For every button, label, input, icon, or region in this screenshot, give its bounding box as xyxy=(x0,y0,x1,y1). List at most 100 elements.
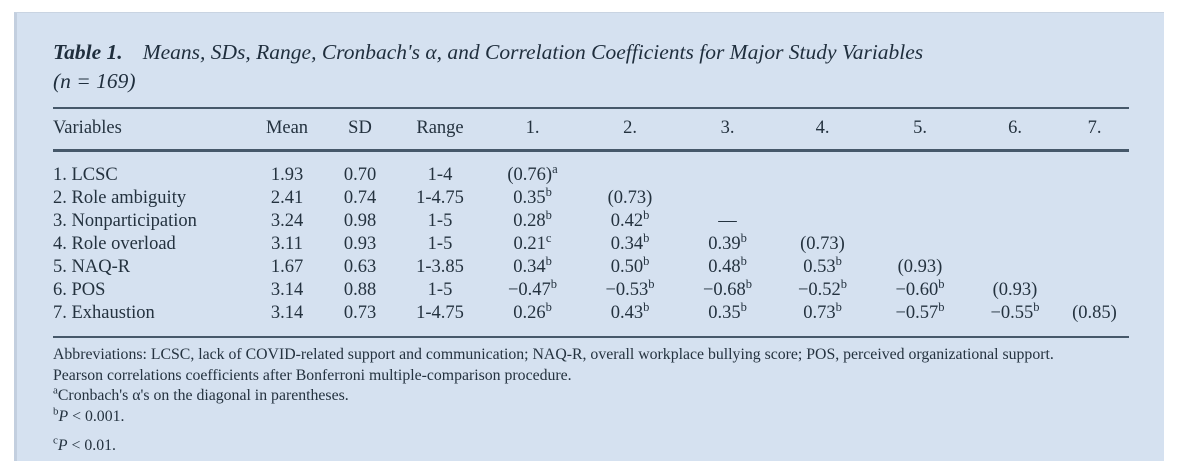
value-cell xyxy=(1060,151,1129,188)
table-content: Table 1. Means, SDs, Range, Cronbach's α,… xyxy=(53,13,1129,457)
footnote-line: aCronbach's α's on the diagonal in paren… xyxy=(53,384,349,404)
column-header-3: 3. xyxy=(680,108,775,152)
value-cell xyxy=(1060,256,1129,279)
value-cell xyxy=(870,187,970,210)
value-cell: −0.60b xyxy=(895,276,945,300)
correlation-table: Variables Mean SD Range 1. 2. 3. 4. 5. 6… xyxy=(53,107,1129,336)
significance-marker: b xyxy=(740,299,747,314)
value-cell xyxy=(1060,279,1129,302)
significance-marker: b xyxy=(550,276,558,291)
value-cell: 0.35b xyxy=(708,299,747,323)
table-row: 2. Role ambiguity 2.41 0.74 1-4.75 0.35b (0.7… xyxy=(53,184,1129,210)
sample-size: (n = 169) xyxy=(53,69,136,93)
value-cell: −0.52b xyxy=(797,276,848,300)
column-header-mean: Mean xyxy=(249,108,325,152)
value-cell: 1-4.75 xyxy=(416,303,464,323)
value-cell: (0.93) xyxy=(992,280,1038,300)
value-cell xyxy=(870,210,970,233)
value-cell: 1-5 xyxy=(427,234,453,254)
value-cell: 0.53b xyxy=(803,253,842,277)
table-row: 6. POS 3.14 0.88 1-5 −0.47b −0.53b −0.68b −0.52… xyxy=(53,276,1129,302)
value-cell: 0.73b xyxy=(803,299,842,323)
footnote-marker: b xyxy=(53,405,59,418)
value-cell xyxy=(1060,210,1129,233)
value-cell: 3.11 xyxy=(271,234,303,254)
value-cell xyxy=(680,187,775,210)
value-cell xyxy=(1060,233,1129,256)
value-cell: 0.98 xyxy=(343,211,377,231)
value-cell: 3.24 xyxy=(270,211,304,231)
column-header-2: 2. xyxy=(580,108,680,152)
significance-marker: b xyxy=(1033,299,1040,314)
value-cell: 1-4 xyxy=(427,165,453,185)
table-row: 5. NAQ-R 1.67 0.63 1-3.85 0.34b 0.50b 0.48b 0.5… xyxy=(53,253,1129,279)
value-cell: 1.93 xyxy=(270,165,304,185)
significance-marker: b xyxy=(545,207,552,222)
variable-cell: 7. Exhaustion xyxy=(53,303,155,323)
variable-cell: 5. NAQ-R xyxy=(53,257,131,277)
table-title: Table 1. Means, SDs, Range, Cronbach's α,… xyxy=(53,13,1129,96)
value-cell: 1-5 xyxy=(427,280,453,300)
value-cell: 0.73 xyxy=(343,303,377,323)
value-cell: 0.34b xyxy=(513,253,552,277)
significance-marker: a xyxy=(552,161,558,176)
column-header-4: 4. xyxy=(775,108,870,152)
significance-marker: b xyxy=(545,299,552,314)
value-cell: 3.14 xyxy=(270,280,304,300)
value-cell: (0.85) xyxy=(1072,303,1117,323)
value-cell: 1-4.75 xyxy=(416,188,464,208)
value-cell: 0.21c xyxy=(513,230,552,254)
value-cell: 0.50b xyxy=(610,253,650,277)
value-cell xyxy=(1060,187,1129,210)
value-cell xyxy=(870,151,970,188)
variable-cell: 4. Role overload xyxy=(53,234,176,254)
value-cell xyxy=(775,210,870,233)
column-header-5: 5. xyxy=(870,108,970,152)
significance-marker: b xyxy=(643,230,650,245)
value-cell xyxy=(970,233,1060,256)
value-cell xyxy=(970,210,1060,233)
significance-marker: b xyxy=(643,253,650,268)
table-title-text: Means, SDs, Range, Cronbach's α, and Cor… xyxy=(142,40,924,64)
variable-cell: 3. Nonparticipation xyxy=(53,211,197,231)
significance-marker: b xyxy=(740,230,747,245)
value-cell: 0.39b xyxy=(708,230,747,254)
value-cell: 3.14 xyxy=(270,303,304,323)
table-number-label: Table 1. xyxy=(53,40,123,64)
significance-marker: b xyxy=(840,276,848,291)
value-cell: 0.28b xyxy=(513,207,552,231)
value-cell: 0.35b xyxy=(513,184,552,208)
footnote-line: Abbreviations: LCSC, lack of COVID-relat… xyxy=(53,346,1054,363)
value-cell: −0.53b xyxy=(605,276,655,300)
significance-marker: b xyxy=(545,184,552,199)
significance-marker: b xyxy=(740,253,747,268)
significance-marker: b xyxy=(643,299,650,314)
value-cell: 0.34b xyxy=(610,230,650,254)
variable-cell: 2. Role ambiguity xyxy=(53,188,187,208)
footnote-marker: a xyxy=(53,384,58,397)
value-cell: 1.67 xyxy=(270,257,304,277)
title-line1: Table 1. Means, SDs, Range, Cronbach's α,… xyxy=(53,38,1129,67)
value-cell: (0.73) xyxy=(800,234,845,254)
table-body: 1. LCSC 1.93 0.70 1-4 (0.76)a 2. Role ambigui… xyxy=(53,151,1129,337)
value-cell: 0.93 xyxy=(343,234,377,254)
footnotes: Abbreviations: LCSC, lack of COVID-relat… xyxy=(53,336,1129,457)
value-cell: −0.55b xyxy=(990,299,1040,323)
significance-marker: b xyxy=(938,299,945,314)
value-cell xyxy=(775,151,870,188)
value-cell: 2.41 xyxy=(270,188,304,208)
footnote-line: bP < 0.001. xyxy=(53,405,125,425)
value-cell: 0.48b xyxy=(708,253,747,277)
column-header-6: 6. xyxy=(970,108,1060,152)
value-cell: — xyxy=(718,211,737,231)
value-cell: (0.73) xyxy=(607,188,653,208)
column-header-sd: SD xyxy=(325,108,395,152)
table-row: 3. Nonparticipation 3.24 0.98 1-5 0.28b 0.42b… xyxy=(53,207,1129,233)
footnote-line: Pearson correlations coefficients after … xyxy=(53,366,572,384)
value-cell: 0.70 xyxy=(343,165,377,185)
column-header-1: 1. xyxy=(485,108,580,152)
value-cell: 0.63 xyxy=(343,257,377,277)
value-cell: 1-5 xyxy=(427,211,453,231)
footnote-marker: c xyxy=(53,434,58,447)
variable-cell: 6. POS xyxy=(53,280,106,300)
